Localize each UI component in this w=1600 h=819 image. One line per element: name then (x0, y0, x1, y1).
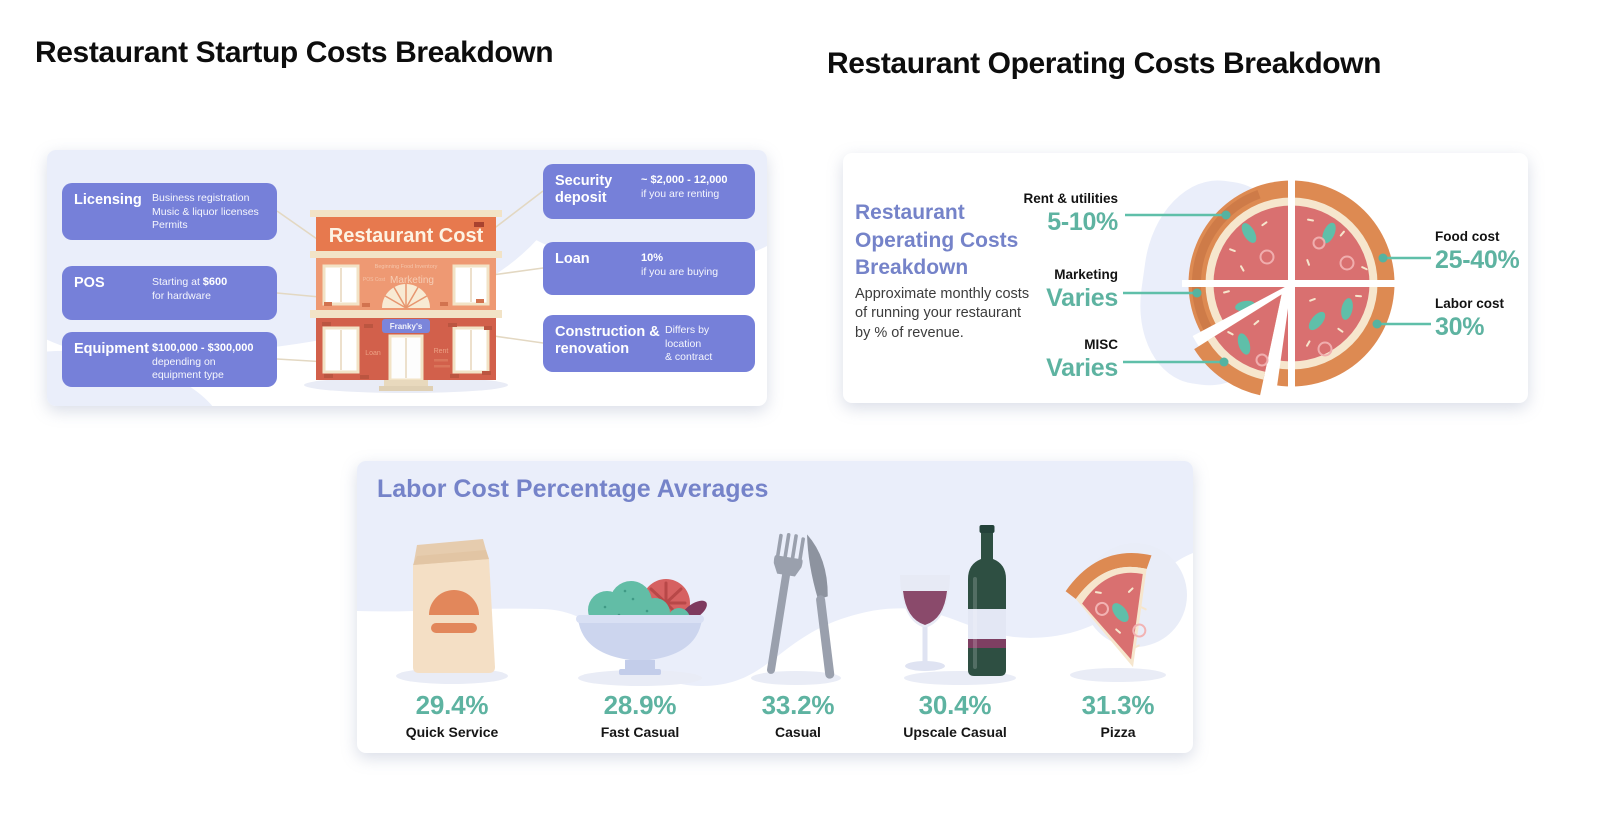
box-description: $100,000 - $300,000 depending on equipme… (152, 342, 254, 382)
pizza-slice-icon (1065, 543, 1187, 682)
operating-card-description: Approximate monthly costs of running you… (855, 286, 1030, 341)
pizza-illustration (1182, 174, 1401, 396)
box-description: Business registration Music & liquor lic… (152, 192, 259, 232)
info-box-loan: Loan 10% if you are buying (543, 242, 755, 295)
building-awning-text: Franky's (390, 322, 423, 331)
info-box-construction: Construction & renovation Differs by loc… (543, 315, 755, 372)
percent-value: 28.9% (603, 690, 677, 720)
item-label: Casual (775, 724, 821, 740)
building-facade-text: Marketing (390, 275, 434, 286)
cost-label-misc: MISC Varies (1046, 337, 1118, 382)
fork-knife-icon (751, 532, 841, 685)
info-box-pos: POS Starting at $600 for hardware (62, 266, 277, 320)
box-label: Equipment (74, 341, 149, 357)
box-label: Loan (555, 251, 590, 267)
cost-label-food: Food cost 25-40% (1435, 229, 1520, 274)
labor-cost-card: Labor Cost Percentage Averages 29.4% Qui… (357, 461, 1193, 753)
labor-item-upscale-casual: 30.4% Upscale Casual (875, 509, 1035, 740)
percent-value: 30.4% (918, 690, 992, 720)
heading-startup: Restaurant Startup Costs Breakdown (35, 36, 554, 69)
item-label: Quick Service (405, 724, 499, 740)
restaurant-building-illustration: Restaurant Cost Beginning Food Inventory… (304, 210, 508, 393)
takeout-bag-icon (396, 539, 508, 684)
building-facade-text: Loan (365, 350, 381, 357)
percent-value: 33.2% (761, 690, 835, 720)
info-box-licensing: Licensing Business registration Music & … (62, 183, 277, 240)
info-box-equipment: Equipment $100,000 - $300,000 depending … (62, 332, 277, 387)
box-label: Security deposit (555, 173, 613, 207)
startup-costs-card: Restaurant Cost Beginning Food Inventory… (47, 150, 767, 406)
labor-item-fast-casual: 28.9% Fast Casual (560, 509, 720, 740)
item-label: Pizza (1100, 724, 1136, 740)
labor-item-quick-service: 29.4% Quick Service (372, 509, 532, 740)
operating-costs-card: Restaurant Operating Costs Breakdown App… (843, 153, 1528, 403)
box-description: Starting at $600 for hardware (152, 276, 228, 302)
box-label: POS (74, 275, 105, 291)
building-facade-text: Rent (434, 348, 449, 355)
labor-card-title: Labor Cost Percentage Averages (377, 475, 769, 503)
percent-value: 29.4% (415, 690, 489, 720)
cost-label-labor: Labor cost 30% (1435, 296, 1505, 341)
box-label: Licensing (74, 192, 142, 208)
item-label: Upscale Casual (903, 724, 1007, 740)
box-description: ~ $2,000 - 12,000 if you are renting (641, 174, 728, 200)
labor-item-casual: 33.2% Casual (718, 509, 878, 740)
cost-label-marketing: Marketing Varies (1046, 267, 1118, 312)
labor-item-pizza: 31.3% Pizza (1038, 509, 1193, 740)
box-description: Differs by location & contract (665, 324, 713, 364)
cost-label-rent-utilities: Rent & utilities 5-10% (1023, 191, 1118, 236)
percent-value: 31.3% (1081, 690, 1155, 720)
building-facade-text: POS Cost (363, 277, 386, 283)
operating-card-title: Restaurant Operating Costs Breakdown (855, 201, 1019, 280)
callout-lines (1123, 210, 1431, 367)
info-box-security-deposit: Security deposit ~ $2,000 - 12,000 if yo… (543, 164, 755, 219)
wine-icon (900, 525, 1016, 685)
box-label: Construction & renovation (555, 324, 660, 358)
building-sign-text: Restaurant Cost (329, 225, 484, 247)
salad-bowl-icon (575, 579, 707, 686)
building-facade-text: Beginning Food Inventory (375, 264, 438, 270)
item-label: Fast Casual (600, 724, 680, 740)
heading-operating: Restaurant Operating Costs Breakdown (827, 47, 1382, 80)
box-description: 10% if you are buying (641, 252, 719, 278)
